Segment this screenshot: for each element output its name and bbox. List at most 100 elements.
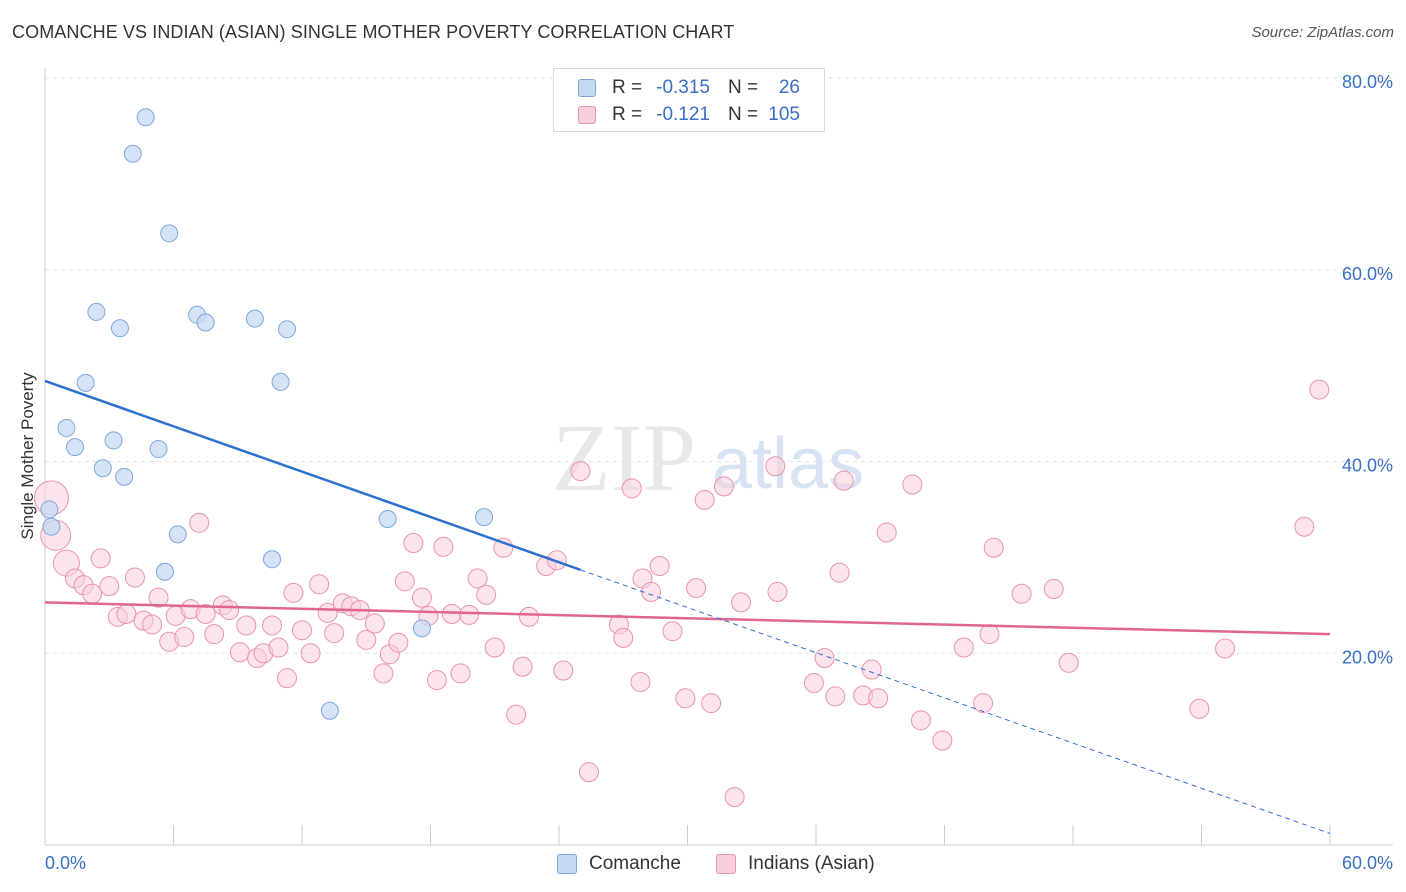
comanche-point (57, 418, 76, 437)
indian-asian-point (262, 615, 283, 636)
indian-asian-point (459, 604, 480, 625)
r-label: R = (612, 77, 643, 98)
indian-asian-point (570, 461, 591, 482)
indian-asian-point (578, 762, 599, 783)
legend-row-indian-asian: R = -0.121 N = 105 (554, 102, 824, 128)
source-label: Source: ZipAtlas.com (1251, 24, 1394, 41)
comanche-point (378, 510, 397, 529)
x-tick-label: 0.0% (45, 853, 86, 873)
indian-asian-point (116, 603, 137, 624)
indian-asian-point (825, 686, 846, 707)
indian-asian-point (90, 548, 111, 569)
correlation-legend: R = -0.315 N = 26 R = -0.121 N = 105 (553, 68, 825, 132)
indian-asian-trend-line (44, 601, 1331, 636)
indian-asian-point (932, 730, 953, 751)
indian-asian-point (803, 672, 824, 693)
indian-asian-point (484, 637, 505, 658)
indian-asian-swatch (716, 854, 736, 874)
series-legend: Comanche Indians (Asian) (0, 852, 1406, 878)
indian-asian-point (902, 474, 923, 495)
comanche-point (42, 517, 61, 536)
indian-asian-point (426, 670, 447, 691)
indian-asian-point (1215, 638, 1236, 659)
gridlines (45, 77, 1393, 654)
indian-asian-point (512, 656, 533, 677)
indian-asian-point (309, 574, 330, 595)
indian-asian-point (1189, 698, 1210, 719)
n-label: N = (728, 104, 759, 125)
indian-asian-point (467, 568, 488, 589)
indian-asian-point (713, 476, 734, 497)
indian-asian-point (649, 556, 670, 577)
x-tick-label: 60.0% (1342, 853, 1393, 873)
indian-asian-point (82, 583, 103, 604)
n-label: N = (728, 77, 759, 98)
y-tick-label: 60.0% (1342, 264, 1393, 284)
comanche-point (475, 508, 494, 527)
indian-asian-point (767, 581, 788, 602)
watermark-atlas: atlas (712, 424, 864, 504)
indian-asian-point (765, 456, 786, 477)
indian-asian-point (433, 536, 454, 557)
indian-asian-point (324, 623, 345, 644)
indian-asian-point (388, 632, 409, 653)
indian-asian-point (724, 787, 745, 808)
indian-asian-point (476, 584, 497, 605)
comanche-point (40, 500, 59, 519)
indian-asian-point (142, 614, 163, 635)
r-value: -0.121 (656, 104, 710, 125)
indian-asian-point (411, 587, 432, 608)
indian-asian-point (641, 581, 662, 602)
indian-asian-point (148, 587, 169, 608)
comanche-point (115, 467, 134, 486)
indian-asian-point (675, 688, 696, 709)
indian-asian-point (356, 629, 377, 650)
indian-asian-point (506, 704, 527, 725)
comanche-point (263, 550, 282, 569)
indian-asian-point (1011, 583, 1032, 604)
axes (44, 68, 1393, 846)
indian-asian-point (979, 624, 1000, 645)
indian-asian-point (236, 615, 257, 636)
indian-asian-point (277, 668, 298, 689)
indian-asian-point (204, 624, 225, 645)
indian-asian-point (829, 562, 850, 583)
comanche-swatch (557, 854, 577, 874)
comanche-point (87, 302, 106, 321)
comanche-swatch (578, 79, 596, 97)
x-tick-labels: 0.0% 60.0% (45, 853, 1393, 873)
comanche-point (123, 144, 142, 163)
y-tick-label: 40.0% (1342, 456, 1393, 476)
indian-asian-point (613, 627, 634, 648)
indian-asian-point (1058, 652, 1079, 673)
indian-asian-point (876, 522, 897, 543)
indian-asian-point (731, 592, 752, 613)
indian-asian-point (662, 621, 683, 642)
indian-asian-point (1309, 379, 1330, 400)
indian-asian-point (701, 693, 722, 714)
indian-asian-point (99, 576, 120, 597)
indian-asian-point (953, 637, 974, 658)
indian-asian-point (292, 620, 312, 641)
legend-label: Comanche (589, 853, 681, 874)
indian-asian-point (833, 470, 854, 491)
watermark-zip: ZIP (552, 404, 696, 511)
indian-asian-point (694, 489, 715, 510)
comanche-point (136, 108, 155, 127)
n-value: 105 (768, 104, 800, 125)
indian-asian-point (300, 643, 321, 664)
indian-asian-point (124, 567, 145, 588)
comanche-trend-line (44, 379, 581, 572)
indian-asian-point (686, 578, 707, 599)
indian-asian-point (621, 478, 642, 499)
indian-asian-point (394, 571, 415, 592)
comanche-points (40, 108, 494, 720)
indian-asian-point (973, 693, 994, 714)
y-tick-label: 20.0% (1342, 647, 1393, 667)
indian-asian-point (364, 613, 385, 634)
comanche-point (271, 372, 290, 391)
indian-asian-point (219, 600, 240, 621)
indian-asian-point (373, 663, 394, 684)
indian-asian-point (519, 606, 540, 627)
